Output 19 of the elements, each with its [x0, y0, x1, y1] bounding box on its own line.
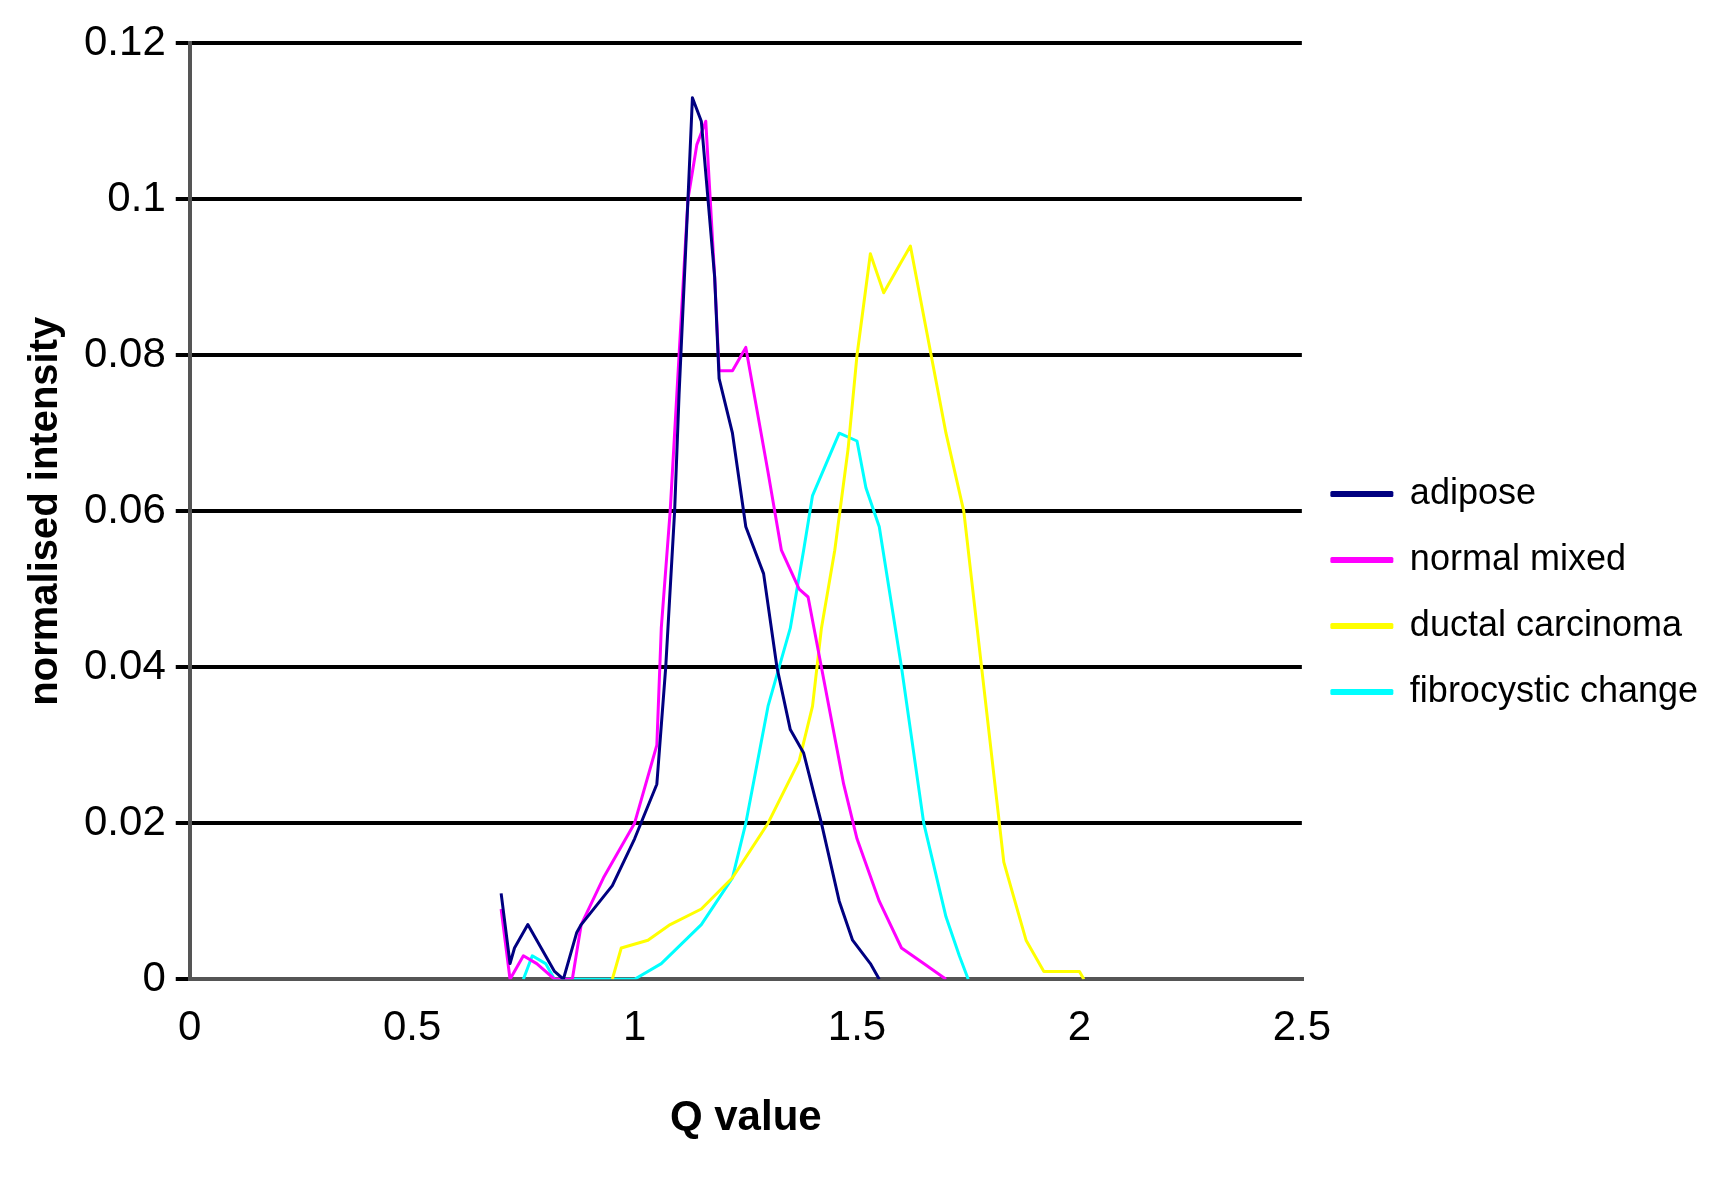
x-tick-label: 2.5	[1272, 1001, 1332, 1049]
x-tick-label: 2	[1067, 1001, 1092, 1049]
y-tick-label: 0.1	[107, 172, 166, 220]
x-tick-label: 0.5	[382, 1001, 442, 1049]
y-tick-label: 0.06	[83, 484, 166, 532]
y-axis-title: normalised intensity	[21, 315, 66, 706]
y-tick-label: 0.02	[83, 796, 166, 844]
legend-label: adipose	[1409, 470, 1536, 512]
legend-label: normal mixed	[1409, 536, 1626, 578]
x-tick-label: 0	[178, 1001, 202, 1049]
x-axis-title: Q value	[669, 1092, 822, 1140]
y-tick-label: 0.12	[83, 16, 166, 64]
x-tick-label: 1	[622, 1001, 647, 1049]
x-tick-label: 1.5	[827, 1001, 887, 1049]
legend-label: ductal carcinoma	[1409, 602, 1683, 644]
y-tick-label: 0	[142, 952, 166, 1000]
y-tick-label: 0.08	[83, 328, 166, 376]
y-tick-label: 0.04	[83, 640, 166, 688]
legend-label: fibrocystic change	[1409, 668, 1698, 710]
